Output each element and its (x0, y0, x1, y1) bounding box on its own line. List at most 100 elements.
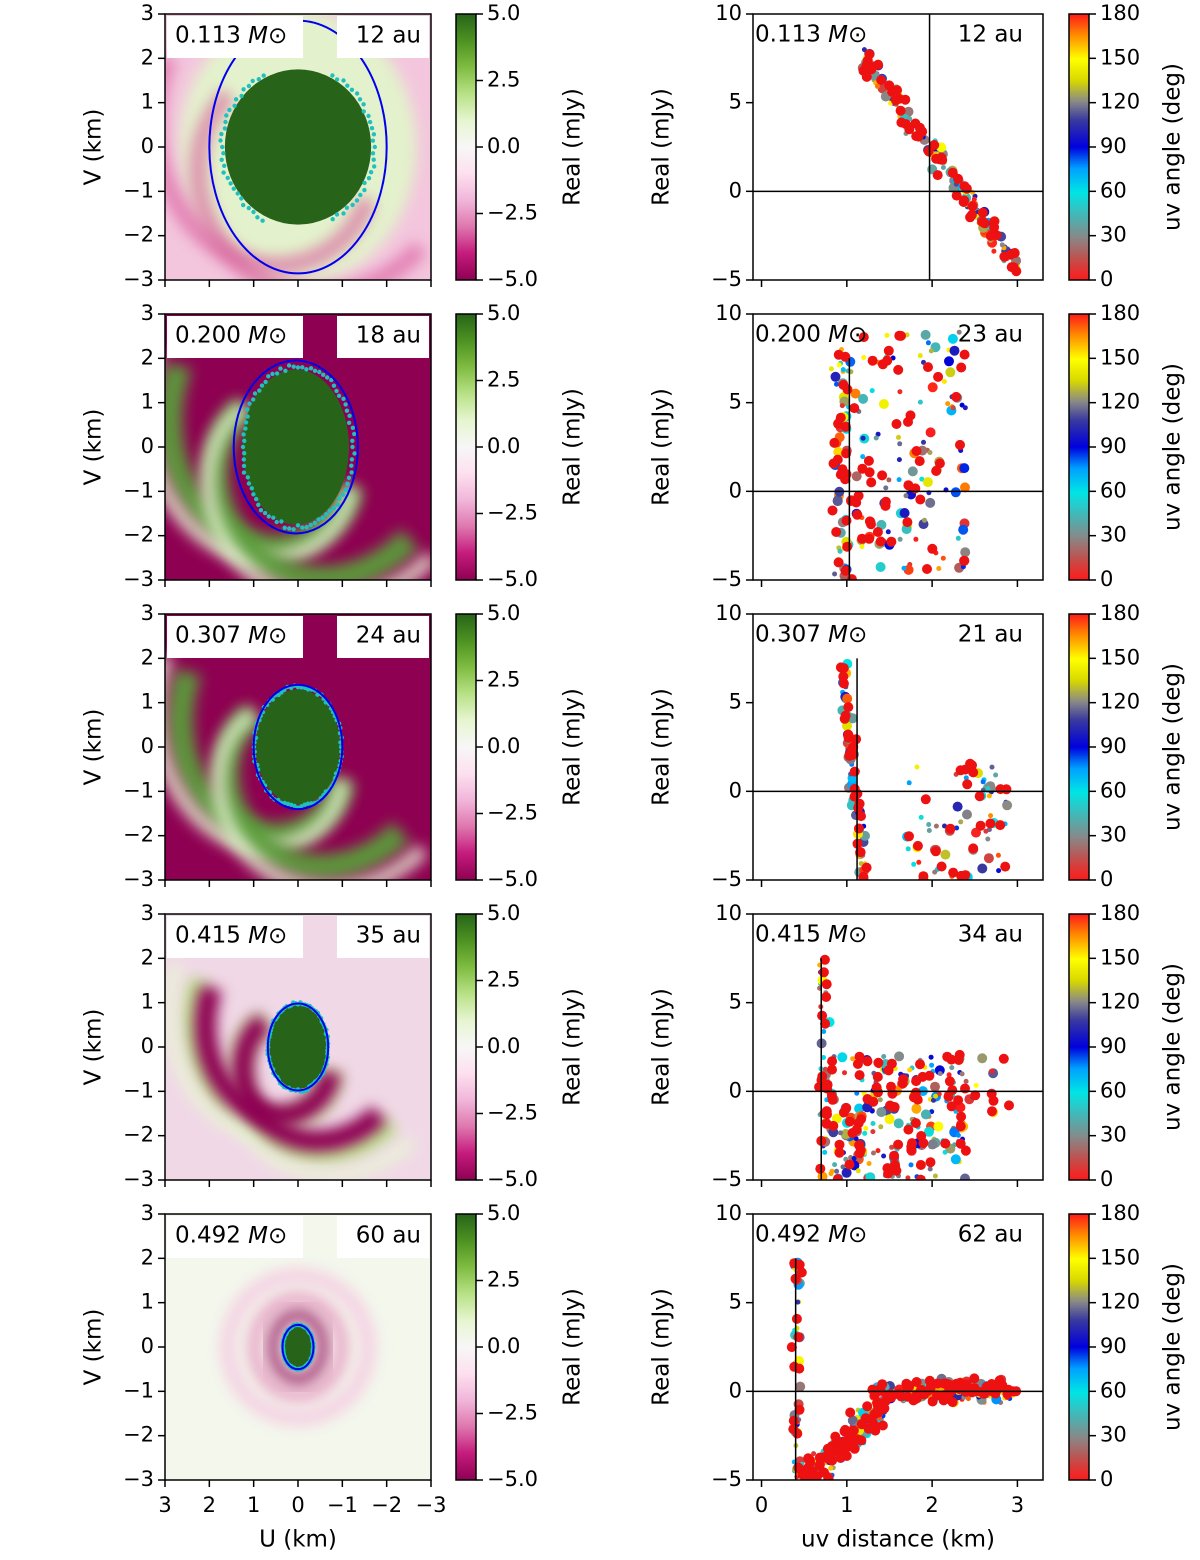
colorbar-tick-label: 120 (1100, 990, 1140, 1014)
radius-label: 18 au (356, 323, 421, 349)
data-point (855, 1168, 861, 1174)
left-ylabel: V (km) (81, 709, 107, 786)
contour-point (372, 164, 377, 169)
data-point (866, 1161, 872, 1166)
data-point (959, 463, 970, 474)
data-point-red (968, 843, 979, 854)
data-point-red (903, 416, 913, 427)
axes-frame (752, 1213, 1044, 1481)
data-point-red (923, 362, 933, 373)
contour-point (241, 432, 246, 437)
contour-point (346, 475, 352, 480)
data-point-red (842, 384, 853, 395)
data-point-red (915, 494, 926, 505)
data-point-red (883, 1168, 894, 1179)
data-point (821, 1055, 826, 1060)
data-point-red (914, 122, 925, 133)
data-point-red (873, 1087, 883, 1098)
data-point (850, 1056, 856, 1062)
data-point (929, 1062, 935, 1068)
data-point (906, 780, 912, 786)
left-ytick-label: 3 (141, 1, 154, 25)
right-xtick-label: 3 (1011, 1493, 1024, 1517)
data-point-red (823, 1473, 834, 1480)
colorbar-real: 5.0 2.5 0.0 −2.5 −5.0 Real (mJy) (455, 301, 586, 591)
data-point (965, 1396, 971, 1402)
colorbar-tick-label: 0.0 (487, 434, 520, 458)
contour-point (266, 374, 271, 379)
data-point (914, 764, 920, 770)
data-point (834, 1168, 840, 1174)
data-point-red (820, 1018, 831, 1029)
data-point (842, 693, 853, 704)
radius-label: 12 au (356, 23, 421, 49)
data-point-red (896, 1391, 907, 1402)
contour-point (219, 157, 224, 162)
colorbar-gradient (455, 1213, 477, 1481)
colorbar-label: Real (mJy) (560, 1288, 586, 1406)
data-point (839, 403, 845, 409)
data-point-red (852, 509, 863, 520)
mass-label: 0.415 M⊙ (175, 923, 287, 949)
data-point-red (960, 1145, 971, 1156)
data-point-red (995, 784, 1006, 795)
right-ytick-label: 0 (729, 178, 742, 202)
data-point (945, 367, 956, 378)
data-point-red (970, 1090, 981, 1101)
data-point (885, 529, 891, 535)
axes-frame (752, 913, 1044, 1181)
data-point-red (863, 1423, 874, 1434)
data-point (985, 836, 991, 842)
left-ytick-label: 1 (141, 390, 154, 414)
data-point-red (908, 1395, 919, 1406)
left-ytick-label: 1 (141, 90, 154, 114)
data-point (960, 482, 970, 493)
data-point (913, 536, 919, 542)
scatter-area (753, 14, 1043, 280)
colorbar-tick-label: 5.0 (487, 301, 520, 325)
contour-point (271, 515, 276, 520)
label-box (167, 16, 303, 58)
data-point-red (967, 201, 978, 212)
data-point-red (853, 823, 864, 834)
heatmap-panel-2: 0.307 M⊙ 24 au 3 2 1 0 −1 −2 −3 V (km) 5.0 2.5 0.0 −2… (81, 601, 586, 891)
data-point-red (890, 95, 901, 106)
data-point-red (872, 1406, 883, 1417)
data-point-red (948, 867, 959, 878)
data-point-red (965, 758, 976, 769)
data-point-red (889, 1150, 900, 1161)
data-point (918, 814, 924, 820)
contour-point (245, 407, 250, 412)
left-ytick-label: 3 (141, 1201, 154, 1225)
right-xtick-label: 1 (840, 1493, 853, 1517)
colorbar-tick-label: 2.5 (487, 968, 520, 992)
data-point-red (858, 871, 869, 880)
data-point (924, 1126, 934, 1137)
right-ytick-label: 0 (729, 1378, 742, 1402)
fit-ellipse (252, 683, 344, 811)
data-point-red (886, 1101, 897, 1112)
contour-point (352, 451, 357, 456)
data-point (896, 434, 901, 440)
data-point-red (867, 355, 878, 366)
data-point-red (891, 419, 902, 429)
data-point (940, 849, 951, 860)
scatter-area (753, 954, 1043, 1180)
contour-point (221, 170, 226, 175)
data-point-red (1006, 262, 1017, 273)
contour-point (224, 113, 229, 118)
data-point (989, 764, 995, 770)
data-point (908, 1162, 914, 1168)
left-ytick-label: 0 (141, 1034, 154, 1058)
contour-point (369, 126, 375, 131)
colorbar-tick-label: 0.0 (487, 1034, 520, 1058)
data-point-red (862, 1056, 873, 1067)
colorbar-label: uv angle (deg) (1160, 1263, 1186, 1431)
scatter-panel-2: 0.307 M⊙ 21 au 10 5 0 −5 Real (mJy) 180 150 120 90… (649, 601, 1186, 891)
data-point-red (959, 555, 970, 566)
data-point-red (961, 183, 972, 194)
left-ylabel: V (km) (81, 1309, 107, 1386)
heatmap-panel-0: 0.113 M⊙ 12 au 3 2 1 0 −1 −2 −3 V (km) 5.0 2.5 0.0 −2… (81, 1, 586, 291)
data-point (920, 1109, 931, 1120)
